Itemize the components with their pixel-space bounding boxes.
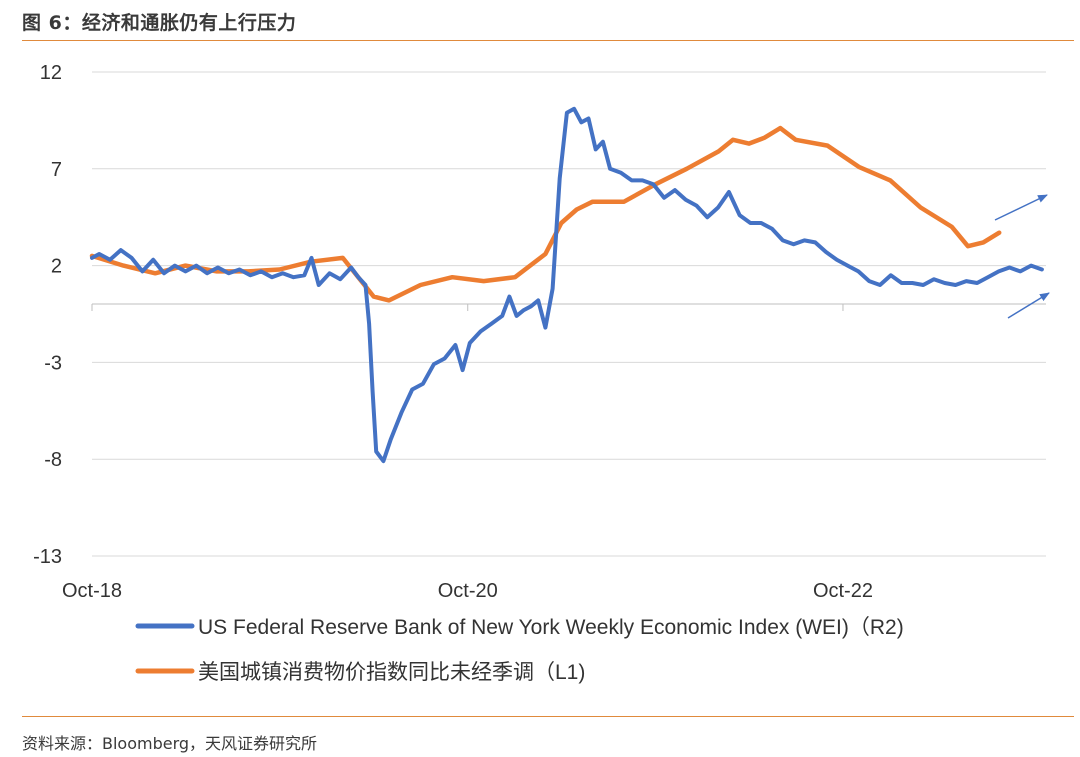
x-axis bbox=[91, 303, 1046, 311]
source-divider bbox=[22, 716, 1074, 717]
x-tick-label: Oct-20 bbox=[438, 580, 498, 602]
cpi-series-line bbox=[89, 125, 1002, 303]
figure-title: 图 6：经济和通胀仍有上行压力 bbox=[22, 12, 297, 34]
legend-label-wei: US Federal Reserve Bank of New York Week… bbox=[198, 616, 904, 639]
cpi-trend-arrow bbox=[994, 194, 1048, 221]
wei-series-line bbox=[90, 106, 1044, 464]
y-tick-label: 12 bbox=[40, 62, 62, 84]
source-note: 资料来源：Bloomberg，天风证券研究所 bbox=[22, 734, 318, 753]
y-tick-label: -3 bbox=[44, 352, 62, 374]
grid-lines bbox=[92, 71, 1046, 557]
x-axis-tick-labels: Oct-18 Oct-20 Oct-22 bbox=[62, 580, 873, 602]
wei-trend-arrow bbox=[1007, 292, 1050, 319]
y-tick-label: 2 bbox=[51, 256, 62, 278]
legend: US Federal Reserve Bank of New York Week… bbox=[135, 616, 904, 684]
x-tick-label: Oct-18 bbox=[62, 580, 122, 602]
x-tick-label: Oct-22 bbox=[813, 580, 873, 602]
series-lines bbox=[89, 106, 1044, 464]
line-chart: 12 7 2 -3 -8 -13 Oct-18 Oct-20 Oct-22 US Federa… bbox=[33, 62, 1050, 684]
legend-label-cpi: 美国城镇消费物价指数同比未经季调（L1) bbox=[198, 661, 585, 684]
trend-arrows bbox=[994, 194, 1050, 319]
title-divider bbox=[22, 40, 1074, 41]
y-tick-label: -8 bbox=[44, 449, 62, 471]
y-tick-label: 7 bbox=[51, 159, 62, 181]
y-tick-label: -13 bbox=[33, 546, 62, 568]
y-axis-tick-labels: 12 7 2 -3 -8 -13 bbox=[33, 62, 62, 568]
